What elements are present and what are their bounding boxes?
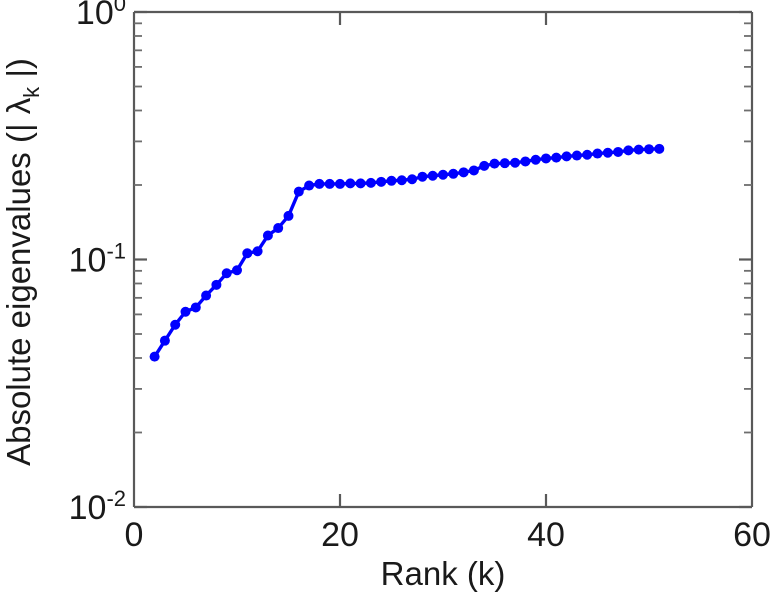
data-point [633, 144, 644, 155]
axes-frame [132, 10, 754, 509]
data-series-group [149, 143, 665, 362]
data-point [602, 147, 613, 158]
series-line-eigenvalues [152, 147, 661, 359]
data-point [448, 168, 459, 179]
data-point [386, 175, 397, 186]
data-point [407, 174, 418, 185]
data-point [232, 265, 242, 276]
data-point [159, 335, 170, 346]
x-axis-ticks [338, 12, 548, 507]
x-axis-tick-labels: 0 20 40 60 [125, 516, 771, 554]
svg-text:Absolute eigenvalues (| λk |): Absolute eigenvalues (| λk |) [0, 58, 44, 466]
data-point [283, 210, 294, 221]
y-tick-label: 10-1 [69, 239, 126, 280]
y-tick-label: 100 [76, 0, 126, 32]
series-markers-eigenvalues [149, 143, 665, 362]
y-axis-title-tail: |) [0, 58, 37, 87]
data-point [623, 145, 634, 156]
data-point [592, 148, 603, 159]
data-point [201, 290, 212, 301]
data-point [438, 169, 448, 180]
data-point [499, 158, 510, 169]
data-point [180, 306, 191, 317]
data-point [489, 158, 500, 169]
data-point [644, 144, 654, 155]
y-axis-title: Absolute eigenvalues (| λk |) [0, 58, 44, 466]
data-point [170, 319, 181, 330]
y-axis-title-main: Absolute eigenvalues (| λ [0, 97, 37, 466]
y-axis-tick-labels: 10-2 10-1 100 [69, 0, 126, 527]
data-point [149, 351, 160, 362]
data-point [314, 178, 325, 189]
data-point [335, 178, 345, 189]
data-point [211, 279, 222, 290]
y-axis-ticks [134, 10, 752, 509]
data-point [417, 171, 428, 182]
x-axis-title: Rank (k) [381, 555, 506, 592]
data-point [520, 156, 531, 167]
data-point [458, 167, 469, 178]
data-point [242, 248, 253, 259]
data-point [613, 146, 624, 157]
data-point [324, 178, 335, 189]
x-tick-label: 60 [733, 516, 771, 554]
y-axis-title-subscript: k [19, 86, 44, 98]
x-tick-label: 40 [527, 516, 565, 554]
data-point [345, 178, 356, 189]
data-point [262, 230, 273, 241]
data-point [376, 176, 387, 187]
data-point [654, 143, 665, 154]
data-point [427, 170, 438, 181]
data-point [273, 223, 284, 234]
data-point [541, 153, 551, 164]
data-point [293, 186, 304, 197]
data-point [571, 150, 582, 161]
data-point [530, 154, 541, 165]
data-point [190, 302, 201, 313]
data-point [365, 177, 376, 188]
data-point [355, 178, 366, 189]
data-point [221, 268, 232, 279]
data-point [479, 160, 490, 171]
x-tick-label: 0 [125, 516, 144, 554]
data-point [582, 149, 593, 160]
data-point [561, 151, 572, 162]
data-point [252, 246, 263, 257]
data-point [510, 157, 521, 168]
data-point [551, 152, 562, 163]
y-tick-label: 10-2 [69, 486, 126, 527]
data-point [468, 165, 479, 176]
data-point [396, 175, 407, 186]
data-point [304, 180, 315, 191]
x-tick-label: 20 [321, 516, 359, 554]
